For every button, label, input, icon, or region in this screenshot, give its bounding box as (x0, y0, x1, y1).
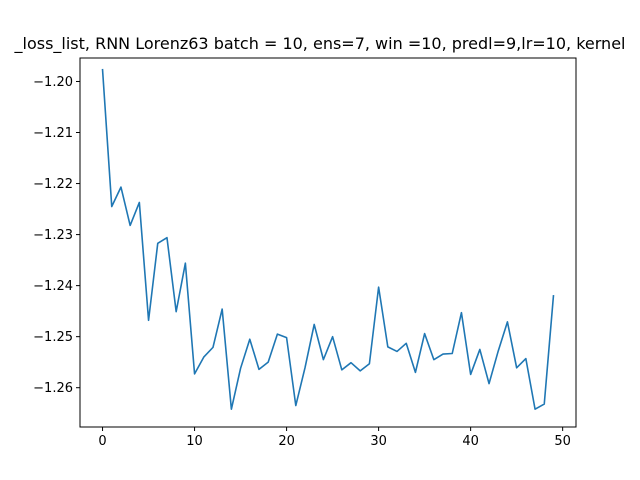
y-tick-label: −1.25 (33, 330, 73, 345)
x-tick-label: 0 (98, 434, 106, 449)
plot-frame (79, 57, 577, 428)
x-tick-label: 30 (370, 434, 387, 449)
y-tick-label: −1.26 (33, 381, 73, 396)
y-tick-label: −1.23 (33, 228, 73, 243)
x-tick-label: 10 (186, 434, 203, 449)
y-tick-label: −1.22 (33, 177, 73, 192)
y-axis-ticks: −1.20 −1.21 −1.22 −1.23 −1.24 −1.25 −1.26 (33, 75, 80, 396)
x-axis-ticks: 0 10 20 30 40 50 (98, 427, 571, 449)
x-tick-label: 40 (462, 434, 479, 449)
y-tick-label: −1.20 (33, 75, 73, 90)
y-tick-label: −1.21 (33, 126, 73, 141)
x-tick-label: 50 (554, 434, 571, 449)
chart-title: _loss_list, RNN Lorenz63 batch = 10, ens… (14, 34, 626, 54)
x-tick-label: 20 (278, 434, 295, 449)
y-tick-label: −1.24 (33, 279, 73, 294)
series-line (101, 68, 555, 410)
series-layer (101, 68, 555, 410)
